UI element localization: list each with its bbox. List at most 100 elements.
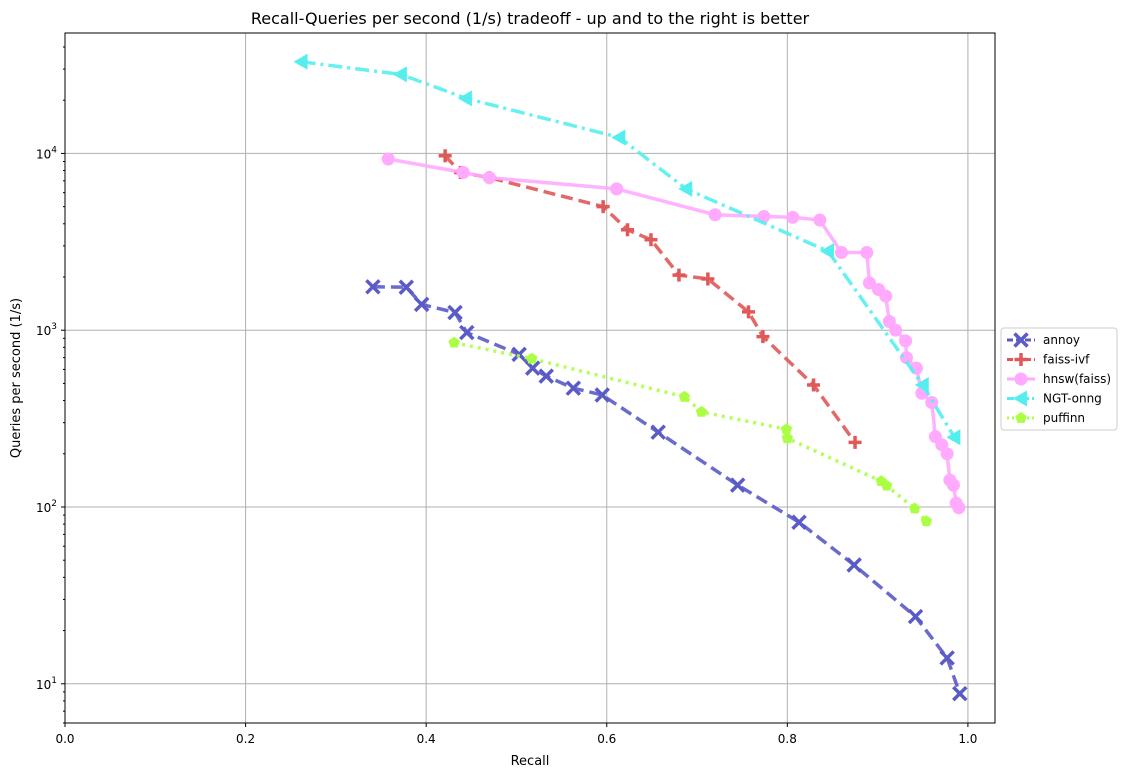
legend-marker [1015, 412, 1027, 423]
data-point [438, 149, 452, 163]
legend-marker [1014, 353, 1028, 366]
data-point [650, 424, 666, 440]
data-point [946, 429, 961, 446]
data-point [708, 208, 722, 222]
data-point [381, 152, 395, 166]
y-axis-label: Queries per second (1/s) [9, 298, 24, 458]
data-point [819, 243, 834, 260]
legend-marker [1013, 390, 1027, 407]
legend-item: NGT-onng [1007, 390, 1102, 407]
x-tick-label: 0.2 [236, 732, 255, 746]
data-point [293, 53, 308, 70]
data-point [447, 304, 463, 321]
data-point [920, 515, 933, 527]
data-point [807, 378, 821, 392]
data-point [565, 380, 582, 396]
x-tick-label: 0.6 [597, 732, 616, 746]
x-tick-label: 1.0 [958, 732, 977, 746]
legend-marker [1013, 332, 1029, 348]
data-point [448, 336, 460, 348]
y-tick-label: 102 [36, 499, 57, 515]
data-point [672, 268, 686, 282]
data-point [459, 324, 475, 341]
data-point [914, 376, 929, 393]
data-point [781, 432, 793, 444]
legend-label: puffinn [1043, 411, 1085, 425]
data-point [940, 447, 954, 461]
data-point [786, 210, 800, 224]
data-point [610, 182, 624, 196]
axis-ticks: 0.0 0.2 0.4 0.6 0.8 1.0 101 102 103 104 [36, 46, 977, 746]
data-point [939, 650, 955, 666]
data-point [813, 213, 827, 227]
data-point [365, 279, 381, 295]
data-point [678, 390, 691, 402]
data-point [952, 685, 968, 702]
data-point [538, 368, 554, 384]
data-point [729, 477, 746, 493]
data-point [860, 246, 874, 260]
x-tick-label: 0.0 [55, 732, 74, 746]
legend-item: hnsw(faiss) [1007, 372, 1111, 386]
chart-title: Recall-Queries per second (1/s) tradeoff… [251, 9, 810, 28]
data-point [526, 352, 538, 364]
data-point [907, 608, 924, 625]
data-point [413, 296, 430, 313]
data-point [392, 66, 407, 83]
legend-label: NGT-onng [1043, 392, 1102, 406]
legend: annoy faiss-ivf hnsw(faiss) NGT-onng puffinn [1000, 327, 1118, 431]
legend-label: annoy [1043, 333, 1080, 347]
series-puffinn [448, 336, 933, 527]
legend-label: hnsw(faiss) [1043, 372, 1111, 386]
series-line [301, 60, 956, 439]
series-line [372, 285, 962, 695]
data-point [695, 405, 708, 417]
data-point [621, 223, 635, 237]
legend-marker [1014, 372, 1028, 386]
series-annoy [365, 279, 968, 702]
legend-label: faiss-ivf [1043, 353, 1090, 367]
data-point [596, 200, 610, 214]
data-point [791, 514, 807, 530]
data-point [899, 334, 913, 348]
data-point [846, 557, 862, 573]
y-tick-label: 104 [36, 145, 57, 161]
plot-frame [64, 32, 996, 724]
series-faiss-ivf [438, 149, 862, 449]
data-point [952, 501, 966, 515]
data-point [678, 180, 693, 197]
data-point [900, 351, 914, 365]
data-point [848, 435, 862, 449]
x-tick-label: 0.4 [417, 732, 436, 746]
data-point [482, 171, 496, 185]
data-point [742, 305, 756, 319]
y-tick-label: 103 [36, 322, 57, 338]
data-point [908, 502, 921, 514]
x-tick-label: 0.8 [778, 732, 797, 746]
data-point [524, 360, 541, 376]
series-ngt-onng [293, 53, 961, 446]
data-point [701, 272, 715, 286]
data-point [594, 387, 610, 403]
data-point [780, 423, 793, 435]
data-point [398, 279, 415, 295]
data-point [611, 129, 626, 146]
data-point [457, 90, 472, 107]
data-point [946, 478, 960, 492]
series-hnsw-faiss- [381, 152, 966, 515]
x-axis-label: Recall [511, 754, 550, 769]
data-point [879, 289, 893, 303]
data-point [456, 166, 470, 180]
data-point [880, 479, 893, 491]
data-point [756, 330, 770, 344]
data-point [644, 233, 658, 247]
legend-item: puffinn [1007, 411, 1085, 425]
series-line [453, 340, 928, 523]
legend-box [1000, 327, 1118, 431]
plot-series [293, 53, 968, 702]
data-point [889, 323, 903, 337]
series-line [387, 157, 961, 509]
grid-lines [64, 33, 995, 723]
data-point [862, 276, 876, 290]
